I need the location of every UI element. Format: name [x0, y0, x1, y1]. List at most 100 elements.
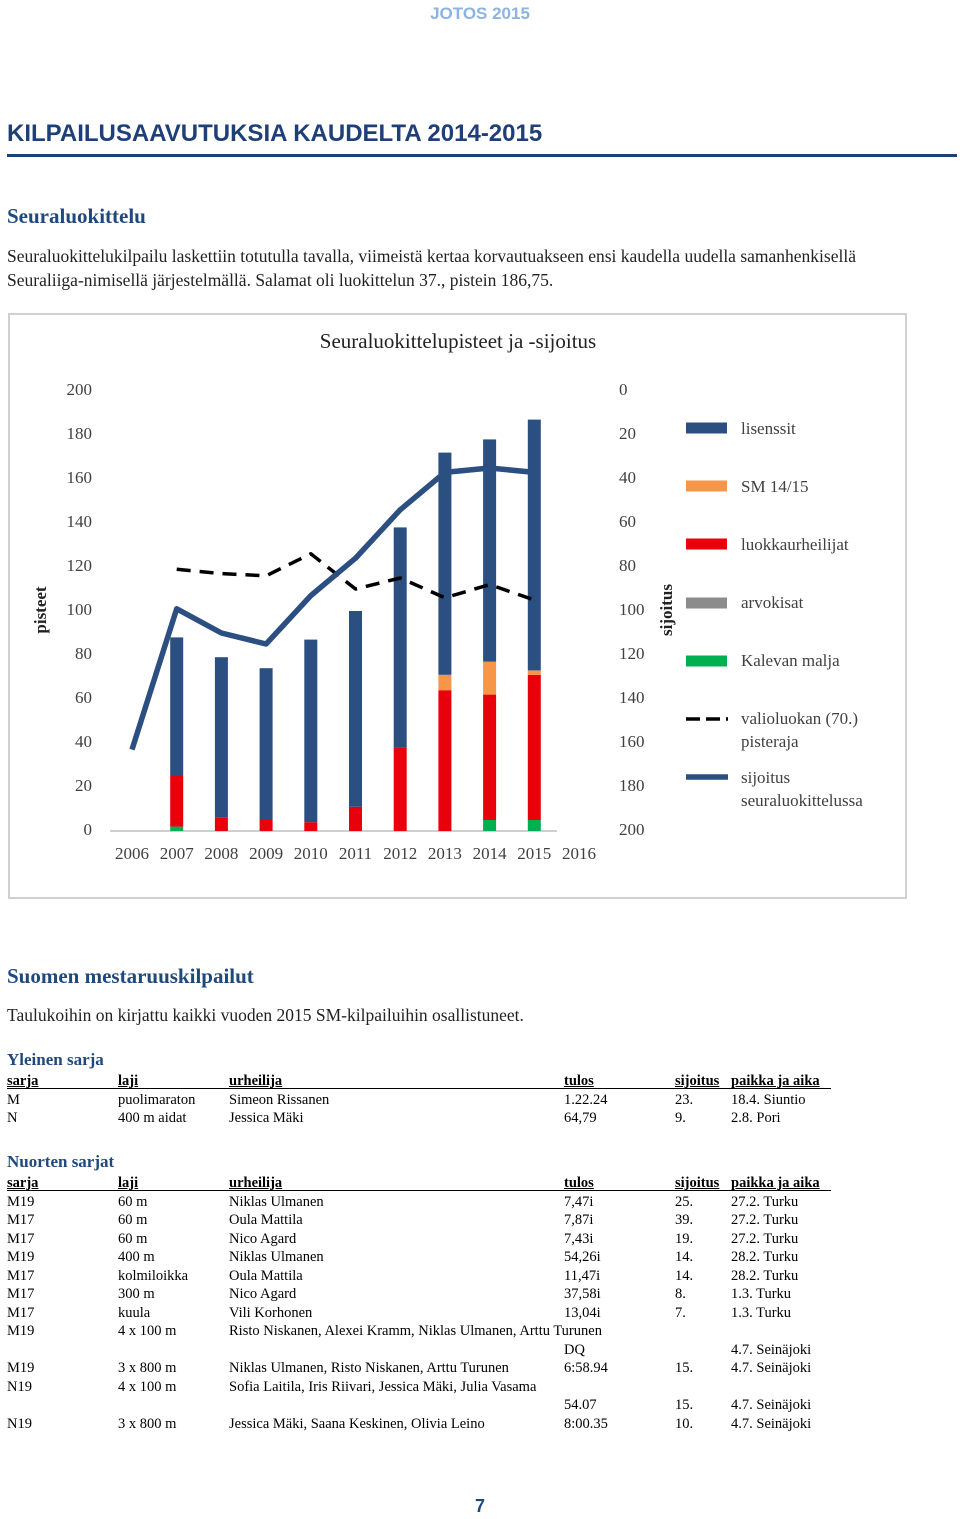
y2-tick-label: 20 — [619, 424, 636, 443]
paragraph: Seuraluokittelukilpailu laskettiin totut… — [7, 246, 856, 290]
section-heading: Seuraluokittelu — [7, 204, 146, 228]
table-cell: Oula Mattila — [229, 1212, 303, 1228]
column-header: sarja — [7, 1175, 39, 1191]
table-cell: M19 — [7, 1249, 35, 1265]
y-tick-label: 120 — [67, 556, 93, 575]
table-cell: 1.22.24 — [564, 1091, 608, 1108]
table-cell: 7,47i — [564, 1193, 594, 1210]
bar-segment — [527, 419, 541, 671]
column-header: urheilija — [229, 1175, 283, 1191]
table-cell: Sofia Laitila, Iris Riivari, Jessica Mäk… — [229, 1378, 537, 1395]
table-cell: kolmiloikka — [118, 1267, 189, 1284]
y-tick-label: 200 — [67, 380, 93, 399]
table-cell: Risto Niskanen, Alexei Kramm, Niklas Ulm… — [229, 1323, 602, 1339]
table-cell: M17 — [7, 1267, 35, 1284]
bar-segment — [483, 820, 497, 831]
table-cell: 6:58.94 — [564, 1360, 608, 1376]
table-cell: 400 m — [118, 1249, 155, 1265]
table-cell: 39. — [675, 1212, 694, 1228]
table-cell: 15. — [675, 1397, 694, 1413]
table-cell: 27.2. Turku — [731, 1193, 799, 1210]
table-cell: 28.2. Turku — [731, 1249, 799, 1265]
table-cell: 54.07 — [564, 1397, 597, 1413]
table-cell: Niklas Ulmanen — [229, 1249, 324, 1265]
table-title: Nuorten sarjat — [7, 1152, 115, 1171]
column-header: sijoitus — [675, 1073, 720, 1089]
y2-tick-label: 140 — [619, 688, 645, 707]
table-cell: 7,43i — [564, 1230, 594, 1247]
table-cell: Niklas Ulmanen, Risto Niskanen, Arttu Tu… — [229, 1360, 509, 1376]
table-cell: 4.7. Seinäjoki — [731, 1397, 812, 1413]
bar-segment — [214, 657, 228, 818]
legend-swatch — [686, 480, 727, 492]
table-cell: 300 m — [118, 1286, 155, 1302]
y-tick-label: 160 — [67, 468, 93, 487]
table-cell: 15. — [675, 1360, 694, 1376]
legend-swatch — [686, 655, 727, 667]
bar-segment — [170, 826, 184, 831]
table-cell: 37,58i — [564, 1286, 601, 1302]
column-header: sijoitus — [675, 1175, 720, 1191]
table-cell: N19 — [7, 1378, 32, 1395]
table-cell: 25. — [675, 1193, 694, 1210]
paragraph: Taulukoihin on kirjattu kaikki vuoden 20… — [7, 1005, 524, 1025]
y2-tick-label: 40 — [619, 468, 636, 487]
table-cell: N — [7, 1110, 18, 1126]
legend-label: valioluokan (70.) pisteraja — [741, 709, 859, 752]
page-number: 7 — [474, 1496, 485, 1516]
bar-segment — [304, 822, 318, 831]
legend-key — [686, 597, 727, 608]
table-cell: Niklas Ulmanen — [229, 1193, 324, 1210]
table-cell: 11,47i — [564, 1267, 601, 1284]
table-cell: 2.8. Pori — [731, 1110, 781, 1126]
table-cell: 400 m aidat — [118, 1110, 187, 1126]
x-tick-label: 2011 — [339, 844, 372, 863]
running-header: JOTOS 2015 — [430, 4, 530, 23]
header-rule — [7, 1190, 831, 1191]
table-cell: kuula — [118, 1304, 151, 1321]
y2-axis-title: sijoitus — [657, 584, 676, 636]
table-cell: M17 — [7, 1230, 35, 1247]
table-cell: 60 m — [118, 1212, 148, 1228]
table-cell: 27.2. Turku — [731, 1212, 799, 1228]
bar-segment — [214, 817, 228, 831]
x-tick-label: 2012 — [383, 844, 417, 863]
column-header: paikka ja aika — [731, 1073, 820, 1089]
legend-swatch — [686, 422, 727, 434]
bar-segment — [483, 439, 497, 662]
table-cell: 4.7. Seinäjoki — [731, 1341, 812, 1358]
table-cell: M19 — [7, 1323, 35, 1339]
column-header: tulos — [564, 1175, 594, 1191]
legend-label: SM 14/15 — [741, 476, 809, 496]
table-cell: 7. — [675, 1304, 686, 1321]
bar-segment — [393, 527, 407, 748]
table-cell: Oula Mattila — [229, 1267, 303, 1284]
bar-segment — [483, 661, 497, 695]
column-header: tulos — [564, 1073, 594, 1089]
y-tick-label: 20 — [75, 776, 92, 795]
bar-segment — [527, 670, 541, 675]
table-cell: 8:00.35 — [564, 1415, 608, 1432]
table-cell: M17 — [7, 1212, 35, 1228]
chart: Seuraluokittelupisteet ja -sijoitus pist… — [31, 329, 676, 863]
table-cell: 1.3. Turku — [731, 1286, 792, 1302]
legend-swatch — [686, 597, 727, 608]
bar-segment — [259, 668, 273, 820]
bar-segment — [304, 639, 318, 823]
bar-segment — [527, 820, 541, 831]
bar-segment — [527, 674, 541, 820]
y-tick-label: 40 — [75, 732, 92, 751]
legend-swatch — [686, 538, 727, 550]
y2-tick-label: 100 — [619, 600, 645, 619]
y-tick-label: 140 — [67, 512, 93, 531]
x-tick-label: 2016 — [562, 844, 596, 863]
y2-tick-label: 120 — [619, 644, 645, 663]
y2-tick-label: 200 — [619, 820, 645, 839]
y-tick-label: 80 — [75, 644, 92, 663]
chart-frame: Seuraluokittelupisteet ja -sijoitus pist… — [8, 313, 907, 899]
table-cell: 23. — [675, 1091, 694, 1108]
y2-tick-label: 0 — [619, 380, 628, 399]
x-tick-label: 2013 — [428, 844, 462, 863]
table-cell: 19. — [675, 1230, 694, 1247]
